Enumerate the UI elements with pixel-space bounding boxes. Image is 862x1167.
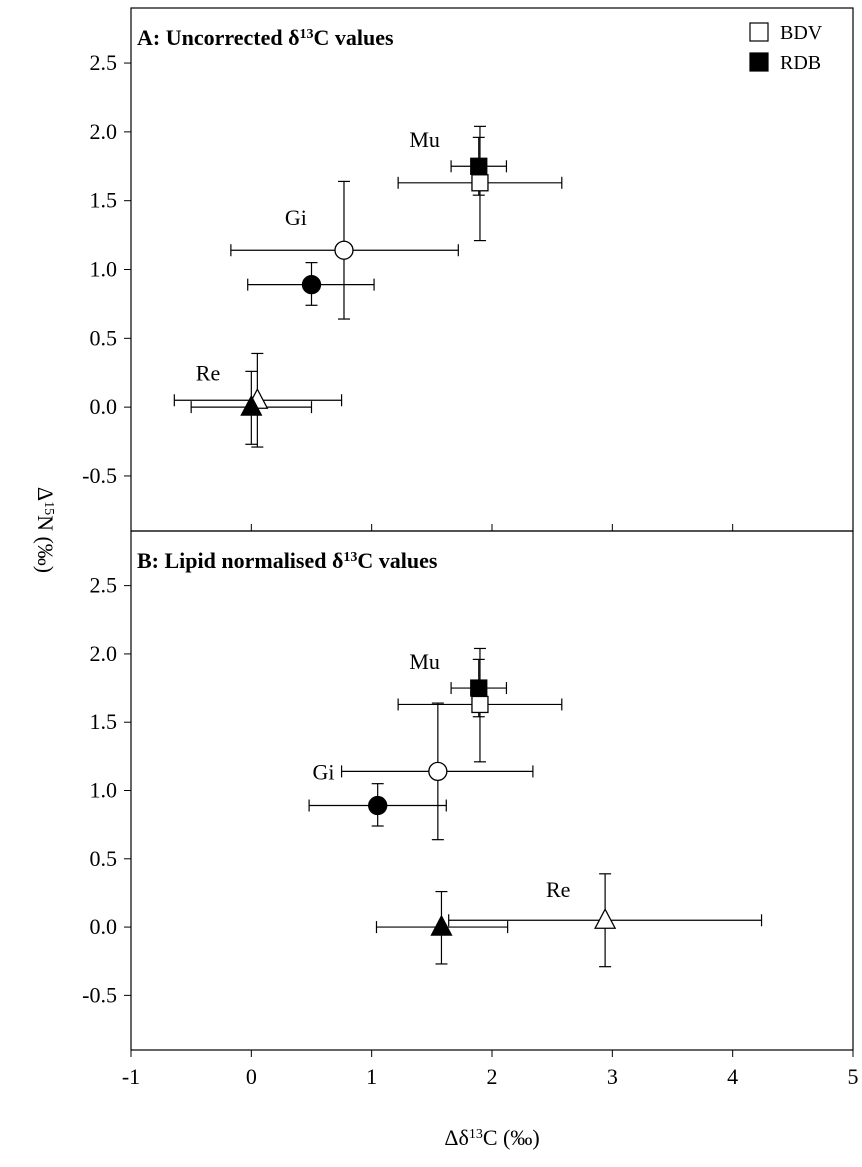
panel-b: 2.5 2.0 1.5 1.0 0.5 0.0 -0.5 -1 0 1 2 3 4 5 B: Lipid n… (82, 530, 859, 1089)
panel-title-main: A: Uncorrected δ (137, 25, 300, 50)
x-tick-label: 1 (366, 1064, 377, 1089)
marker-rdb-mu (470, 157, 488, 175)
marker-rdb-gi (301, 274, 322, 295)
group-label-re: Re (546, 877, 570, 902)
x-tick-label: -1 (122, 1064, 140, 1089)
y-tick-label: 0.5 (90, 846, 118, 871)
x-tick-label: 4 (727, 1064, 738, 1089)
group-label-mu: Mu (409, 649, 440, 674)
y-axis-title: Δ15N (‰) (33, 487, 58, 573)
panel-title-sup: 13 (300, 27, 314, 42)
marker-rdb-mu (470, 679, 488, 697)
panel-title-main: B: Lipid normalised δ (137, 548, 343, 573)
x-axis-title-suffix: C (‰) (483, 1125, 540, 1150)
x-axis-title-prefix: Δδ (444, 1125, 469, 1150)
panel-title-sup: 13 (343, 550, 357, 565)
y-tick-label: 0.5 (90, 325, 118, 350)
x-tick-label: 3 (607, 1064, 618, 1089)
group-label-mu: Mu (409, 127, 440, 152)
legend-label-bdv: BDV (780, 22, 823, 44)
y-tick-label: 1.5 (90, 709, 118, 734)
legend-label-rdb: RDB (780, 52, 821, 74)
y-tick-label: 1.0 (90, 257, 118, 282)
panel-title-tail: C values (357, 548, 438, 573)
y-tick-label: 2.5 (90, 50, 118, 75)
y-tick-label: 1.5 (90, 188, 118, 213)
y-axis-title-sup: 15 (42, 501, 57, 515)
marker-rdb-gi (368, 795, 388, 816)
group-label-re: Re (196, 361, 220, 386)
y-tick-label: 2.0 (90, 119, 118, 144)
y-axis-title-suffix: N (‰) (33, 515, 58, 573)
plot-frame (130, 530, 854, 1051)
marker-bdv-gi (334, 240, 354, 260)
plot-frame (130, 7, 854, 532)
y-tick-label: 2.5 (90, 573, 118, 598)
y-tick-label: 1.0 (90, 778, 118, 803)
y-tick-label: -0.5 (82, 982, 117, 1007)
x-tick-label: 0 (246, 1064, 257, 1089)
marker-bdv-mu (471, 174, 489, 192)
marker-bdv-re (594, 907, 617, 929)
y-axis-title-prefix: Δ (33, 487, 58, 501)
marker-bdv-mu (471, 695, 489, 714)
legend-swatch-rdb (749, 52, 769, 72)
y-tick-label: -0.5 (82, 463, 117, 488)
panel-a: 2.5 2.0 1.5 1.0 0.5 0.0 -0.5 A: Uncorrected δ13… (82, 7, 854, 532)
x-tick-label: 2 (487, 1064, 498, 1089)
panel-title: A: Uncorrected δ13C values (137, 25, 394, 50)
legend-swatch-bdv (749, 22, 769, 42)
legend: BDV RDB (749, 22, 823, 74)
y-tick-label: 0.0 (90, 914, 118, 939)
panel-title: B: Lipid normalised δ13C values (137, 548, 438, 573)
x-axis-title: Δδ13C (‰) (444, 1125, 539, 1150)
group-label-gi: Gi (285, 205, 307, 230)
axis-titles: Δδ13C (‰) Δ15N (‰) (33, 487, 540, 1150)
marker-rdb-re (430, 914, 453, 936)
group-label-gi: Gi (313, 759, 335, 784)
marker-rdb-re (240, 394, 263, 416)
x-axis-title-sup: 13 (469, 1127, 483, 1142)
marker-bdv-gi (428, 761, 448, 782)
x-tick-label: 5 (848, 1064, 859, 1089)
y-tick-label: 2.0 (90, 641, 118, 666)
panel-title-tail: C values (314, 25, 395, 50)
y-tick-label: 0.0 (90, 394, 118, 419)
